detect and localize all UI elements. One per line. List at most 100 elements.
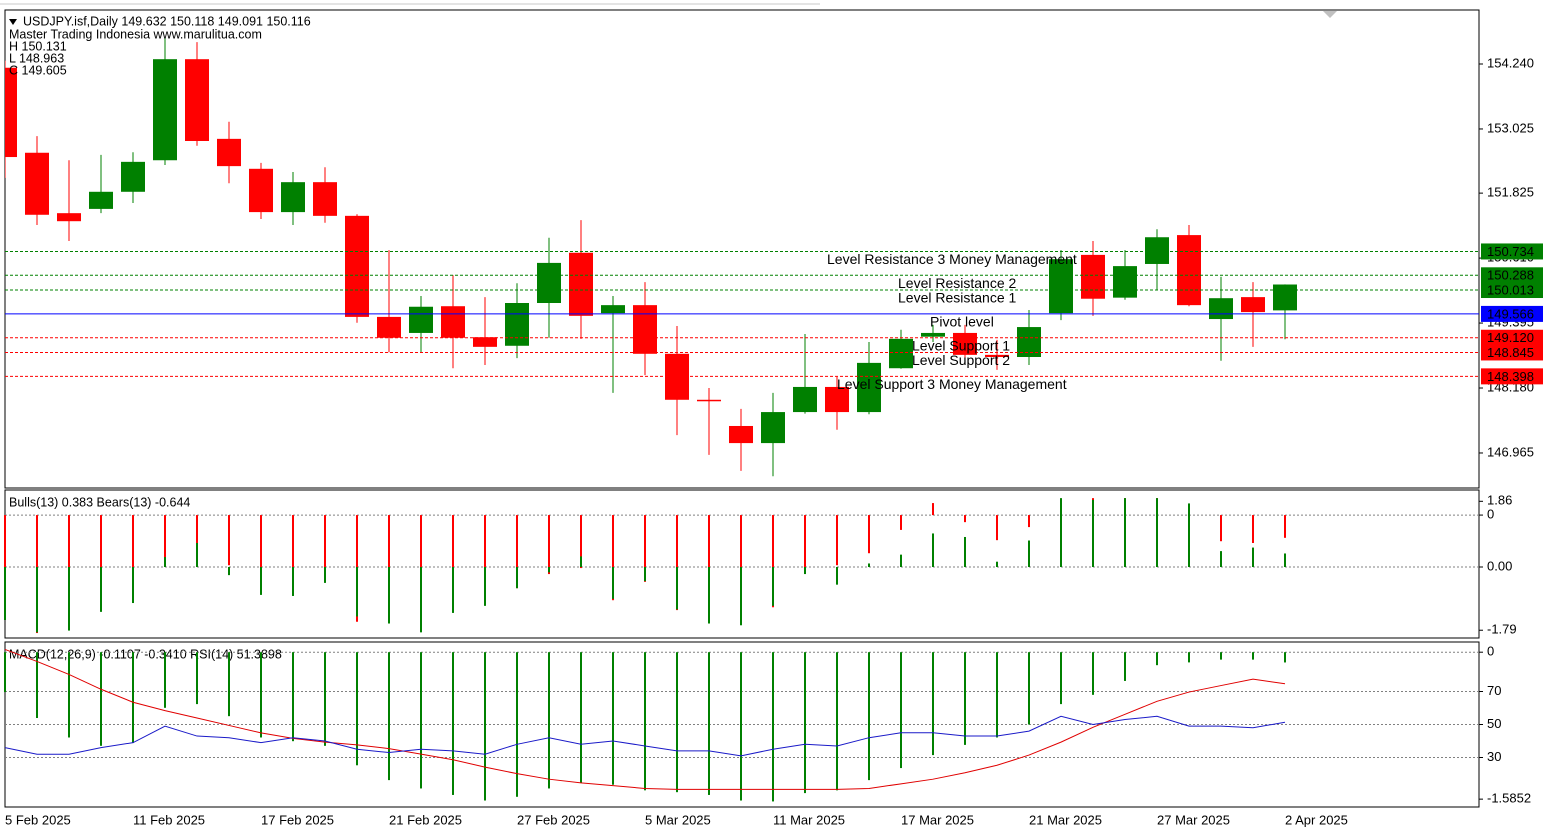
macd-bar bbox=[580, 652, 582, 783]
histogram-bar bbox=[1252, 515, 1254, 543]
macd-bar bbox=[452, 652, 454, 795]
candle-body bbox=[1145, 237, 1169, 264]
histogram-bar bbox=[804, 515, 806, 568]
histogram-bar bbox=[580, 556, 582, 568]
macd-bar bbox=[868, 652, 870, 781]
histogram-bar bbox=[996, 561, 998, 568]
macd-bar bbox=[228, 652, 230, 717]
indicator-line bbox=[4, 648, 1286, 790]
macd-bar bbox=[1220, 652, 1222, 660]
histogram-bar bbox=[260, 567, 262, 595]
histogram-bar bbox=[676, 567, 678, 610]
y-tick-label: 153.025 bbox=[1487, 120, 1534, 135]
candle-body bbox=[345, 215, 369, 317]
histogram-bar bbox=[644, 567, 646, 582]
x-tick-label: 11 Feb 2025 bbox=[133, 812, 205, 827]
histogram-bar bbox=[772, 567, 774, 606]
macd-bar bbox=[420, 652, 422, 789]
candle-body bbox=[377, 316, 401, 338]
y-tick-label: 0.00 bbox=[1487, 558, 1512, 573]
macd-bar bbox=[1028, 652, 1030, 725]
histogram-bar bbox=[964, 536, 966, 568]
histogram-bar bbox=[1092, 499, 1094, 568]
histogram-bar bbox=[100, 567, 102, 612]
macd-bar bbox=[900, 652, 902, 769]
x-tick-label: 27 Mar 2025 bbox=[1157, 812, 1230, 827]
histogram-bar bbox=[836, 515, 838, 566]
histogram-bar bbox=[996, 515, 998, 541]
macd-bar bbox=[836, 652, 838, 791]
macd-bar bbox=[676, 652, 678, 793]
histogram-bar bbox=[612, 515, 614, 601]
level-price-label: 148.845 bbox=[1487, 345, 1534, 360]
macd-bar bbox=[1188, 652, 1190, 663]
candle-body bbox=[537, 262, 561, 304]
histogram-bar bbox=[548, 515, 550, 575]
candle-body bbox=[409, 306, 433, 333]
histogram-bar bbox=[356, 567, 358, 617]
candle-body bbox=[1177, 235, 1201, 306]
subtitle: Master Trading Indonesia www.marulitua.c… bbox=[9, 27, 262, 41]
candle-body bbox=[473, 337, 497, 347]
level-price-box bbox=[1481, 305, 1543, 322]
y-tick-label: 30 bbox=[1487, 749, 1501, 764]
histogram-bar bbox=[452, 515, 454, 613]
histogram-bar bbox=[1220, 551, 1222, 568]
y-tick-label: 146.965 bbox=[1487, 444, 1534, 459]
histogram-bar bbox=[900, 554, 902, 568]
histogram-bar bbox=[644, 515, 646, 582]
macd-bar bbox=[260, 652, 262, 738]
histogram-bar bbox=[868, 515, 870, 554]
annotation: H 150.131 bbox=[9, 39, 67, 53]
candle-body bbox=[121, 161, 145, 192]
macd-bar bbox=[804, 652, 806, 794]
histogram-bar bbox=[1284, 515, 1286, 538]
histogram-bar bbox=[964, 515, 966, 523]
macd-bar bbox=[996, 652, 998, 738]
histogram-bar bbox=[164, 515, 166, 568]
histogram-bar bbox=[1124, 498, 1126, 568]
candle-body bbox=[185, 59, 209, 141]
histogram-bar bbox=[260, 515, 262, 571]
histogram-bar bbox=[196, 542, 198, 568]
candle-body bbox=[57, 213, 81, 222]
histogram-bar bbox=[292, 567, 294, 596]
level-price-box bbox=[1481, 344, 1543, 361]
macd-bar bbox=[516, 652, 518, 797]
level-price-label: 149.566 bbox=[1487, 306, 1534, 321]
candle-body bbox=[505, 303, 529, 346]
macd-bar bbox=[324, 652, 326, 746]
macd-bar bbox=[164, 652, 166, 708]
y-tick-label: -1.5852 bbox=[1487, 791, 1531, 806]
candle-body bbox=[1273, 284, 1297, 311]
histogram-bar bbox=[228, 567, 230, 576]
chart-title: USDJPY.isf,Daily 149.632 150.118 149.091… bbox=[23, 14, 311, 28]
histogram-bar bbox=[1252, 547, 1254, 568]
histogram-bar bbox=[804, 567, 806, 575]
candle-body bbox=[1113, 266, 1137, 298]
level-name: Level Resistance 3 Money Management bbox=[827, 251, 1077, 267]
macd-bar bbox=[612, 652, 614, 785]
y-tick-label: 151.825 bbox=[1487, 185, 1534, 200]
histogram-bar bbox=[1060, 498, 1062, 568]
candle-body bbox=[953, 332, 977, 355]
histogram-bar bbox=[68, 567, 70, 631]
macd-bar bbox=[484, 652, 486, 801]
histogram-bar bbox=[1284, 553, 1286, 568]
macd-bar bbox=[292, 652, 294, 742]
histogram-bar bbox=[420, 567, 422, 633]
level-price-box bbox=[1481, 329, 1543, 346]
macd-bar bbox=[1284, 652, 1286, 663]
histogram-bar bbox=[100, 515, 102, 599]
candle-body bbox=[153, 59, 177, 161]
macd-bar bbox=[388, 652, 390, 781]
histogram-bar bbox=[932, 533, 934, 568]
macd-bar bbox=[4, 652, 6, 693]
candle-body bbox=[1209, 298, 1233, 320]
macd-bar bbox=[1060, 652, 1062, 705]
histogram-bar bbox=[1156, 498, 1158, 568]
y-tick-label: 1.86 bbox=[1487, 493, 1512, 508]
candle-body bbox=[1049, 259, 1073, 314]
histogram-bar bbox=[516, 515, 518, 589]
histogram-bar bbox=[452, 567, 454, 613]
